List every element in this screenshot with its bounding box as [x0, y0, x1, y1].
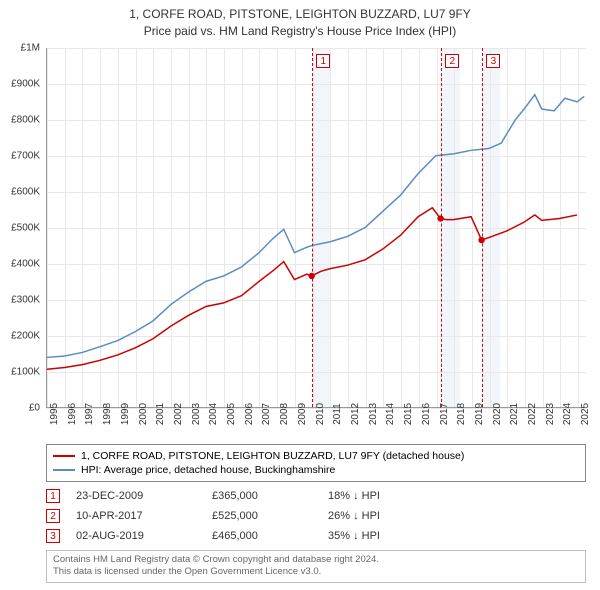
- legend-label-hpi: HPI: Average price, detached house, Buck…: [81, 464, 335, 476]
- x-tick-label: 2023: [545, 403, 556, 425]
- x-tick-label: 2010: [315, 403, 326, 425]
- sale-event-diff-vs-hpi: 18% ↓ HPI: [328, 490, 586, 502]
- legend-label-property: 1, CORFE ROAD, PITSTONE, LEIGHTON BUZZAR…: [81, 450, 464, 462]
- sale-event-diff-vs-hpi: 35% ↓ HPI: [328, 530, 586, 542]
- price-vs-hpi-chart: 1, CORFE ROAD, PITSTONE, LEIGHTON BUZZAR…: [0, 0, 600, 590]
- x-tick-label: 2019: [474, 403, 485, 425]
- x-tick-label: 2011: [332, 403, 343, 425]
- series-line-hpi: [47, 95, 584, 358]
- x-tick-label: 1996: [67, 403, 78, 425]
- legend-row-property: 1, CORFE ROAD, PITSTONE, LEIGHTON BUZZAR…: [53, 449, 579, 463]
- y-tick-label: £300K: [11, 295, 40, 306]
- x-tick-label: 2004: [208, 403, 219, 425]
- attribution-footer: Contains HM Land Registry data © Crown c…: [46, 550, 586, 583]
- sale-event-number: 1: [46, 489, 60, 503]
- x-tick-label: 1997: [84, 403, 95, 425]
- x-tick-label: 2000: [138, 403, 149, 425]
- x-tick-label: 2024: [562, 403, 573, 425]
- chart-lines-svg: [47, 48, 586, 407]
- sale-event-row: 2 10-APR-2017 £525,000 26% ↓ HPI: [46, 506, 586, 526]
- y-tick-label: £1M: [21, 43, 40, 54]
- event-marker-box: 2: [445, 54, 459, 68]
- event-marker-line: [482, 48, 483, 407]
- event-marker-line: [441, 48, 442, 407]
- x-tick-label: 2015: [403, 403, 414, 425]
- sale-event-diff-vs-hpi: 26% ↓ HPI: [328, 510, 586, 522]
- sale-events-table: 1 23-DEC-2009 £365,000 18% ↓ HPI 2 10-APR-201…: [46, 486, 586, 546]
- y-tick-label: £400K: [11, 259, 40, 270]
- x-tick-label: 2006: [244, 403, 255, 425]
- x-tick-label: 1995: [49, 403, 60, 425]
- x-tick-label: 2022: [527, 403, 538, 425]
- x-axis-labels: 1995199619971998199920002001200220032004…: [46, 410, 586, 440]
- legend-box: 1, CORFE ROAD, PITSTONE, LEIGHTON BUZZAR…: [46, 444, 586, 482]
- y-tick-label: £600K: [11, 187, 40, 198]
- sale-event-date: 02-AUG-2019: [76, 530, 196, 542]
- x-tick-label: 2005: [226, 403, 237, 425]
- x-tick-label: 2014: [385, 403, 396, 425]
- x-tick-label: 2008: [279, 403, 290, 425]
- x-tick-label: 2012: [350, 403, 361, 425]
- y-tick-label: £700K: [11, 151, 40, 162]
- legend-row-hpi: HPI: Average price, detached house, Buck…: [53, 463, 579, 477]
- x-tick-label: 2025: [580, 403, 591, 425]
- event-marker-box: 1: [316, 54, 330, 68]
- y-tick-label: £200K: [11, 331, 40, 342]
- chart-title-address: 1, CORFE ROAD, PITSTONE, LEIGHTON BUZZAR…: [0, 6, 600, 23]
- sale-event-date: 23-DEC-2009: [76, 490, 196, 502]
- x-tick-label: 2003: [191, 403, 202, 425]
- sale-event-price: £465,000: [212, 530, 312, 542]
- legend-swatch-property: [53, 455, 75, 457]
- sale-event-price: £365,000: [212, 490, 312, 502]
- x-tick-label: 2007: [261, 403, 272, 425]
- sale-event-number: 3: [46, 529, 60, 543]
- event-marker-box: 3: [486, 54, 500, 68]
- y-tick-label: £900K: [11, 79, 40, 90]
- x-tick-label: 1999: [120, 403, 131, 425]
- x-tick-label: 2016: [421, 403, 432, 425]
- plot-area: 1 2 3: [46, 48, 586, 408]
- y-tick-label: £500K: [11, 223, 40, 234]
- x-tick-label: 2001: [155, 403, 166, 425]
- y-axis-labels: £0£100K£200K£300K£400K£500K£600K£700K£80…: [0, 48, 44, 408]
- x-tick-label: 2009: [297, 403, 308, 425]
- sale-event-date: 10-APR-2017: [76, 510, 196, 522]
- y-tick-label: £100K: [11, 367, 40, 378]
- y-tick-label: £800K: [11, 115, 40, 126]
- x-tick-label: 2013: [368, 403, 379, 425]
- footer-line-1: Contains HM Land Registry data © Crown c…: [53, 554, 579, 566]
- x-tick-label: 1998: [102, 403, 113, 425]
- footer-line-2: This data is licensed under the Open Gov…: [53, 566, 579, 578]
- sale-event-number: 2: [46, 509, 60, 523]
- x-tick-label: 2018: [456, 403, 467, 425]
- chart-title-block: 1, CORFE ROAD, PITSTONE, LEIGHTON BUZZAR…: [0, 0, 600, 40]
- sale-event-price: £525,000: [212, 510, 312, 522]
- x-tick-label: 2020: [492, 403, 503, 425]
- x-tick-label: 2017: [439, 403, 450, 425]
- y-tick-label: £0: [29, 403, 40, 414]
- chart-subtitle: Price paid vs. HM Land Registry's House …: [0, 23, 600, 40]
- sale-event-row: 1 23-DEC-2009 £365,000 18% ↓ HPI: [46, 486, 586, 506]
- event-marker-line: [312, 48, 313, 407]
- x-tick-label: 2002: [173, 403, 184, 425]
- sale-event-row: 3 02-AUG-2019 £465,000 35% ↓ HPI: [46, 526, 586, 546]
- legend-swatch-hpi: [53, 469, 75, 471]
- x-tick-label: 2021: [509, 403, 520, 425]
